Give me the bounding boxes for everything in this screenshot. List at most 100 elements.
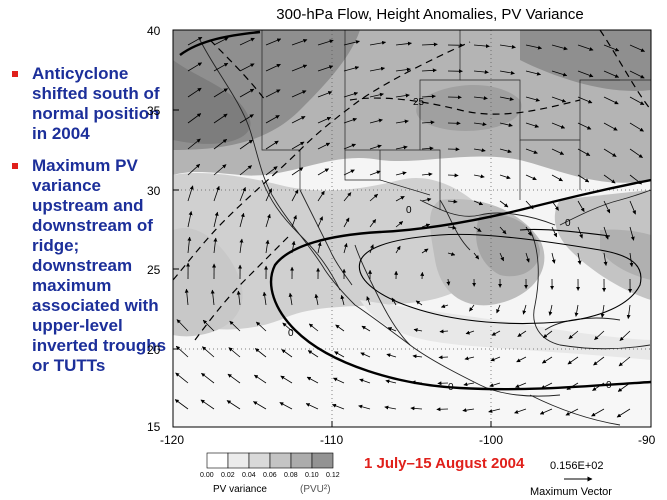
wind-vector-arrow-icon [447, 173, 459, 178]
wind-vector-arrow-icon [421, 146, 434, 151]
wind-vector-arrow-icon [369, 40, 386, 46]
wind-vector-arrow-icon [577, 174, 590, 183]
wind-vector-arrow-icon [629, 174, 642, 185]
wind-vector-arrow-icon [333, 377, 345, 384]
wind-vector-arrow-icon [175, 372, 189, 384]
wind-vector-arrow-icon [463, 382, 475, 387]
wind-vector-arrow-icon [465, 330, 475, 335]
wind-vector-arrow-icon [307, 350, 319, 358]
wind-vector-arrow-icon [577, 122, 592, 130]
wind-vector-arrow-icon [239, 165, 253, 176]
wind-vector-arrow-icon [488, 408, 501, 413]
wind-vector-arrow-icon [551, 44, 568, 51]
wind-vector-arrow-icon [239, 187, 246, 202]
wind-vector-arrow-icon [421, 248, 429, 254]
colorbar-unit: (PVU²) [300, 484, 331, 495]
wind-vector-arrow-icon [369, 92, 384, 98]
wind-vector-arrow-icon [577, 200, 585, 213]
wind-vector-arrow-icon [421, 68, 437, 73]
wind-vector-arrow-icon [239, 114, 254, 124]
wind-vector-arrow-icon [202, 319, 215, 332]
wind-vector-arrow-icon [592, 382, 605, 391]
wind-vector-arrow-icon [515, 382, 527, 388]
wind-vector-arrow-icon [473, 226, 482, 232]
wind-vector-arrow-icon [548, 304, 553, 316]
wind-vector-arrow-icon [473, 174, 485, 179]
wind-vector-arrow-icon [291, 189, 299, 202]
wind-vector-arrow-icon [291, 215, 297, 228]
lat-axis: 40 35 30 25 20 15 [147, 24, 179, 434]
wind-vector-arrow-icon [447, 252, 456, 256]
wind-vector-arrow-icon [462, 408, 475, 413]
wind-vector-arrow-icon [395, 41, 412, 46]
wind-vector-arrow-icon [499, 148, 512, 154]
wind-vector-arrow-icon [210, 289, 215, 306]
colorbar: 0.00 0.02 0.04 0.06 0.08 0.10 0.12 [200, 452, 340, 479]
wind-vector-arrow-icon [306, 376, 319, 384]
wind-vector-arrow-icon [525, 96, 540, 102]
wind-vector-arrow-icon [473, 44, 490, 49]
wind-vector-arrow-icon [551, 96, 567, 103]
wind-vector-arrow-icon [369, 170, 381, 176]
wind-vector-arrow-icon [187, 185, 194, 202]
wind-vector-arrow-icon [395, 93, 410, 98]
wind-vector-arrow-icon [239, 88, 255, 98]
wind-vector-arrow-icon [332, 403, 345, 410]
wind-vector-arrow-icon [317, 241, 322, 254]
wind-vector-arrow-icon [265, 239, 270, 254]
wind-vector-arrow-icon [187, 163, 201, 176]
height-contours [179, 30, 651, 391]
wind-vector-arrow-icon [343, 243, 348, 254]
wind-vector-arrow-icon [618, 356, 631, 367]
contour-label-zero: 0 [448, 382, 454, 393]
wind-vector-arrow-icon [410, 406, 423, 411]
bullet-item: Maximum PV variance upstream and downstr… [8, 156, 178, 376]
bullet-marker-icon [12, 71, 18, 77]
wind-vector-arrow-icon [187, 211, 193, 228]
wind-vector-arrow-icon [239, 63, 255, 72]
wind-vector-arrow-icon [239, 238, 244, 254]
wind-vector-arrow-icon [540, 382, 553, 389]
lat-tick-label: 20 [147, 343, 161, 357]
wind-vector-arrow-icon [499, 70, 515, 75]
wind-vector-arrow-icon [317, 168, 330, 176]
wind-vector-arrow-icon [213, 164, 227, 176]
wind-vector-arrow-icon [603, 226, 609, 240]
state-borders [261, 30, 651, 210]
wind-vector-arrow-icon [334, 351, 345, 358]
wind-vector-arrow-icon [421, 172, 433, 177]
colorbar-tick-label: 0.06 [263, 472, 277, 479]
wind-vector-arrow-icon [551, 70, 568, 77]
wind-vector-arrow-icon [187, 36, 203, 46]
max-vector-value: 0.156E+02 [550, 460, 604, 472]
wind-vector-arrow-icon [256, 321, 267, 332]
wind-vector-arrow-icon [239, 37, 255, 46]
wind-vector-arrow-icon [254, 348, 267, 358]
wind-vector-arrow-icon [421, 94, 436, 99]
wind-vector-arrow-icon [541, 356, 553, 364]
wind-vector-arrow-icon [499, 122, 513, 127]
wind-vector-arrow-icon [421, 197, 432, 202]
wind-vector-arrow-icon [343, 66, 360, 72]
colorbar-tick-label: 0.04 [242, 472, 256, 479]
lon-tick-label: -120 [160, 433, 184, 447]
wind-vector-arrow-icon [629, 122, 644, 132]
wind-vector-arrow-icon [600, 304, 605, 318]
max-vector-label: Maximum Vector [530, 486, 612, 498]
wind-vector-arrow-icon [593, 356, 605, 366]
wind-vector-arrow-icon [440, 304, 449, 308]
wind-vector-arrow-icon [491, 330, 501, 336]
wind-vector-arrow-icon [577, 44, 594, 51]
wind-vector-arrow-icon [358, 404, 371, 410]
wind-vector-arrow-icon [525, 200, 534, 210]
wind-vector-arrow-icon [603, 200, 611, 214]
wind-vector-arrow-icon [415, 300, 423, 306]
wind-vector-arrow-icon [464, 356, 475, 361]
wind-vector-arrow-icon [629, 96, 645, 106]
wind-vector-arrow-icon [525, 148, 538, 154]
wind-vector-arrow-icon [525, 252, 530, 263]
wind-vector-arrow-icon [447, 225, 457, 230]
wind-vector-arrow-icon [629, 44, 645, 52]
wind-vector-arrow-icon [227, 373, 241, 384]
wind-vector-arrow-icon [359, 378, 371, 384]
